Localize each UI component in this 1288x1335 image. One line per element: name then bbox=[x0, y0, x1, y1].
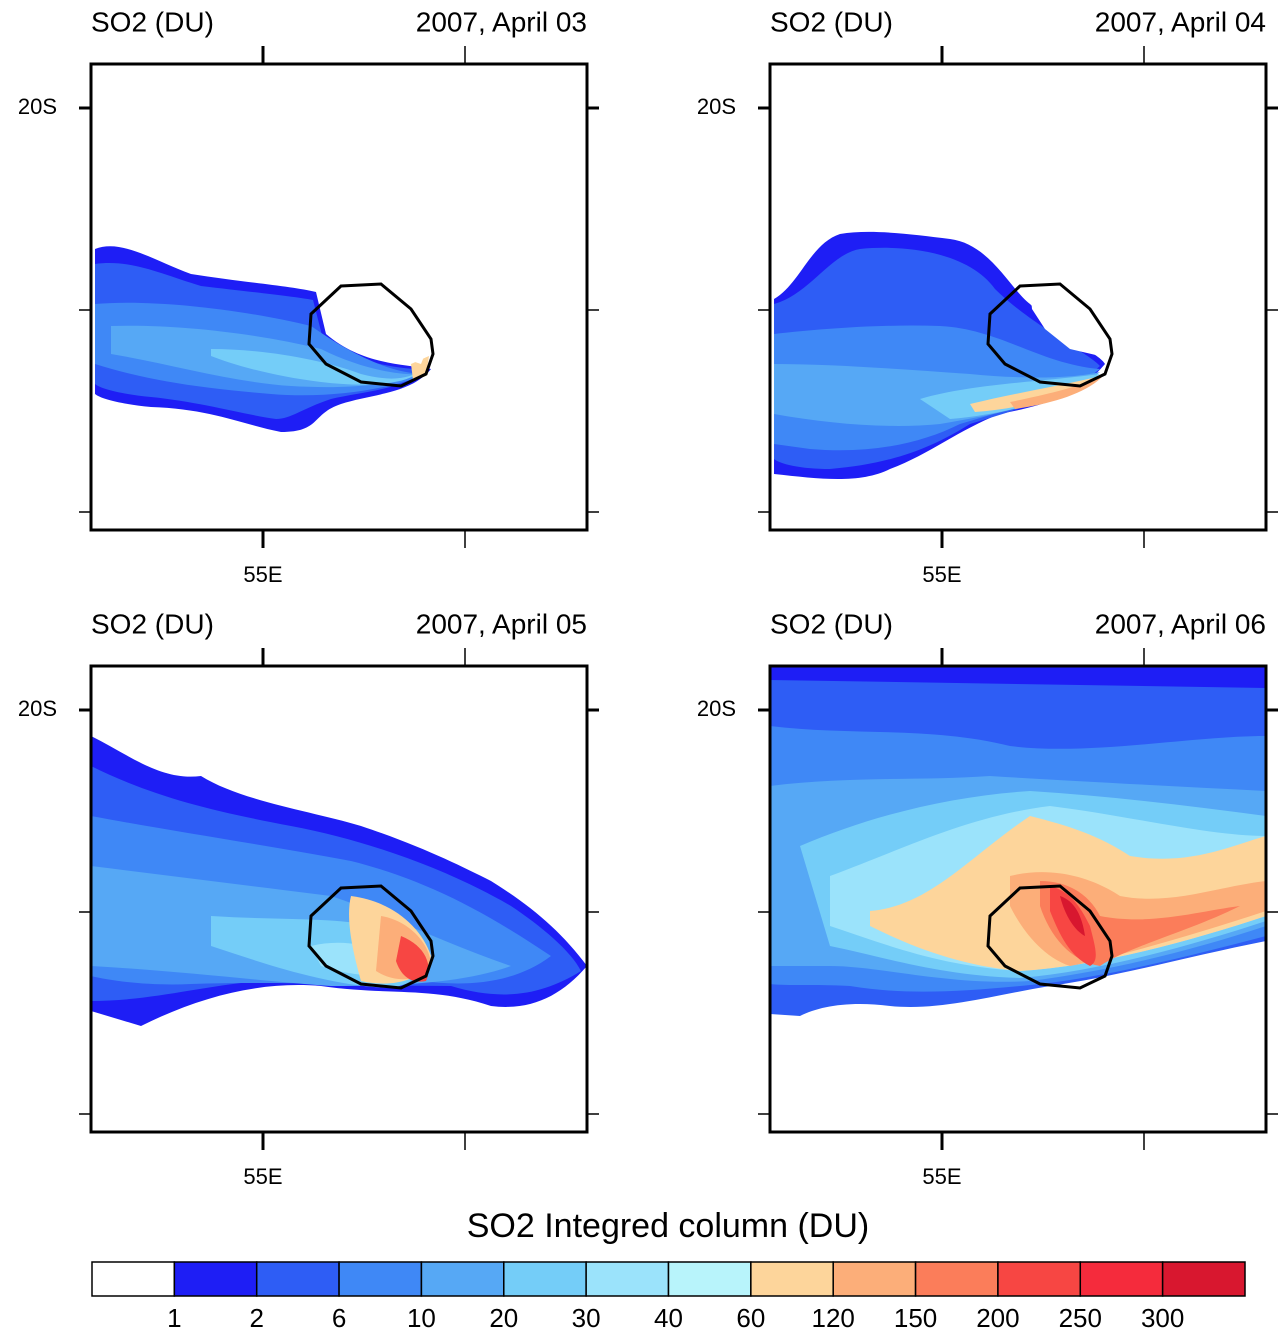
colorbar-box bbox=[832, 1261, 917, 1297]
plume bbox=[95, 246, 431, 432]
plume bbox=[770, 666, 1266, 1016]
colorbar-label: 2 bbox=[249, 1303, 263, 1333]
lat-label: 20S bbox=[18, 94, 57, 119]
colorbar-box bbox=[173, 1261, 258, 1297]
map-panel: SO2 (DU) 2007, April 03 20S 55E bbox=[18, 6, 599, 587]
map-frame bbox=[89, 664, 589, 1134]
colorbar-box bbox=[914, 1261, 999, 1297]
colorbar-title: SO2 Integred column (DU) bbox=[467, 1207, 870, 1245]
colorbar-box bbox=[667, 1261, 752, 1297]
colorbar-box bbox=[420, 1261, 505, 1297]
colorbar-label: 60 bbox=[736, 1303, 765, 1333]
lat-label: 20S bbox=[697, 696, 736, 721]
colorbar-box bbox=[997, 1261, 1082, 1297]
panel-variable: SO2 (DU) bbox=[91, 608, 214, 639]
map-panel: SO2 (DU) 2007, April 06 20S 55E bbox=[697, 608, 1278, 1189]
colorbar-label: 30 bbox=[572, 1303, 601, 1333]
colorbar-box bbox=[91, 1261, 176, 1297]
panel-variable: SO2 (DU) bbox=[91, 6, 214, 37]
map-frame bbox=[89, 62, 589, 532]
colorbar-label: 1 bbox=[167, 1303, 181, 1333]
lon-label: 55E bbox=[922, 1164, 961, 1189]
colorbar-box bbox=[1161, 1261, 1246, 1297]
colorbar-label: 40 bbox=[654, 1303, 683, 1333]
map-panel: SO2 (DU) 2007, April 05 20S 55E bbox=[18, 608, 599, 1189]
colorbar-label: 200 bbox=[976, 1303, 1019, 1333]
map-panel: SO2 (DU) 2007, April 04 20S 55E bbox=[697, 6, 1278, 587]
map-frame bbox=[768, 664, 1268, 1134]
colorbar-box bbox=[1079, 1261, 1164, 1297]
map-frame bbox=[768, 62, 1268, 532]
colorbar-label: 150 bbox=[894, 1303, 937, 1333]
colorbar-label: 120 bbox=[812, 1303, 855, 1333]
colorbar-label: 6 bbox=[332, 1303, 346, 1333]
colorbar-label: 10 bbox=[407, 1303, 436, 1333]
lat-label: 20S bbox=[18, 696, 57, 721]
plume bbox=[91, 736, 587, 1026]
colorbar-box bbox=[338, 1261, 423, 1297]
colorbar-label: 250 bbox=[1059, 1303, 1102, 1333]
colorbar-box bbox=[585, 1261, 670, 1297]
panel-variable: SO2 (DU) bbox=[770, 608, 893, 639]
lon-label: 55E bbox=[922, 562, 961, 587]
lon-label: 55E bbox=[243, 562, 282, 587]
plume bbox=[774, 231, 1108, 479]
panel-variable: SO2 (DU) bbox=[770, 6, 893, 37]
panel-date: 2007, April 06 bbox=[1095, 608, 1266, 639]
colorbar-box bbox=[255, 1261, 340, 1297]
panel-date: 2007, April 03 bbox=[416, 6, 587, 37]
panel-date: 2007, April 05 bbox=[416, 608, 587, 639]
panel-date: 2007, April 04 bbox=[1095, 6, 1266, 37]
colorbar-box bbox=[503, 1261, 587, 1297]
colorbar-label: 20 bbox=[489, 1303, 518, 1333]
lon-label: 55E bbox=[243, 1164, 282, 1189]
colorbar-label: 300 bbox=[1141, 1303, 1184, 1333]
lat-label: 20S bbox=[697, 94, 736, 119]
colorbar-box bbox=[750, 1261, 834, 1297]
